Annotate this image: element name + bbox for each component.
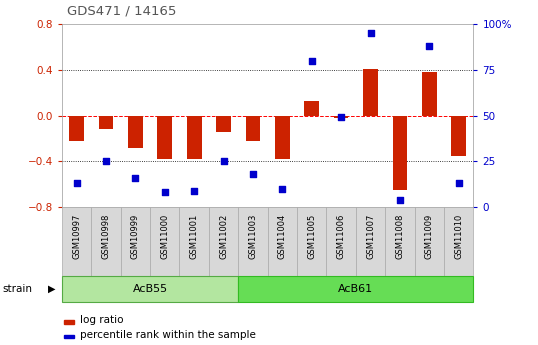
Point — [425, 43, 434, 49]
Point — [249, 171, 257, 177]
Point — [455, 180, 463, 186]
Bar — [363, 69, 378, 116]
Text: AcB55: AcB55 — [132, 284, 168, 294]
Text: GSM11006: GSM11006 — [337, 214, 345, 259]
Text: GSM10997: GSM10997 — [72, 214, 81, 259]
Text: GSM11001: GSM11001 — [190, 214, 199, 259]
Point — [190, 188, 199, 193]
Point — [395, 197, 404, 203]
Bar — [187, 116, 202, 159]
Text: GSM11010: GSM11010 — [454, 214, 463, 259]
Point — [366, 31, 375, 36]
Text: GDS471 / 14165: GDS471 / 14165 — [67, 4, 176, 17]
Bar — [62, 207, 91, 276]
Bar — [334, 116, 349, 118]
Bar — [64, 335, 74, 338]
Bar — [444, 207, 473, 276]
Bar — [297, 207, 327, 276]
Text: AcB61: AcB61 — [338, 284, 373, 294]
Bar — [275, 116, 289, 159]
Text: percentile rank within the sample: percentile rank within the sample — [80, 330, 256, 340]
Bar — [216, 116, 231, 131]
Bar — [180, 207, 209, 276]
Bar — [158, 116, 172, 159]
Text: ▶: ▶ — [48, 284, 56, 294]
Bar — [422, 72, 437, 116]
Bar — [150, 207, 180, 276]
Bar — [209, 207, 238, 276]
Bar — [385, 207, 415, 276]
Bar — [64, 320, 74, 324]
Bar — [415, 207, 444, 276]
Bar — [62, 276, 238, 302]
Point — [278, 186, 287, 191]
Text: GSM11000: GSM11000 — [160, 214, 169, 259]
Text: GSM11003: GSM11003 — [249, 214, 258, 259]
Bar — [238, 276, 473, 302]
Point — [307, 58, 316, 63]
Point — [102, 159, 110, 164]
Point — [131, 175, 140, 180]
Text: log ratio: log ratio — [80, 315, 124, 325]
Bar — [305, 101, 319, 116]
Text: GSM11007: GSM11007 — [366, 214, 375, 259]
Text: GSM11008: GSM11008 — [395, 214, 405, 259]
Point — [337, 115, 345, 120]
Bar — [451, 116, 466, 156]
Bar — [238, 207, 268, 276]
Bar — [356, 207, 385, 276]
Text: GSM10998: GSM10998 — [102, 214, 110, 259]
Bar — [91, 207, 121, 276]
Point — [72, 180, 81, 186]
Text: strain: strain — [3, 284, 33, 294]
Text: GSM11009: GSM11009 — [425, 214, 434, 259]
Text: GSM11004: GSM11004 — [278, 214, 287, 259]
Text: GSM11005: GSM11005 — [307, 214, 316, 259]
Text: GSM10999: GSM10999 — [131, 214, 140, 259]
Bar — [98, 116, 114, 129]
Point — [160, 190, 169, 195]
Bar — [121, 207, 150, 276]
Bar — [128, 116, 143, 148]
Bar — [393, 116, 407, 190]
Point — [220, 159, 228, 164]
Bar — [246, 116, 260, 141]
Bar — [267, 207, 297, 276]
Bar — [69, 116, 84, 141]
Text: GSM11002: GSM11002 — [219, 214, 228, 259]
Bar — [327, 207, 356, 276]
